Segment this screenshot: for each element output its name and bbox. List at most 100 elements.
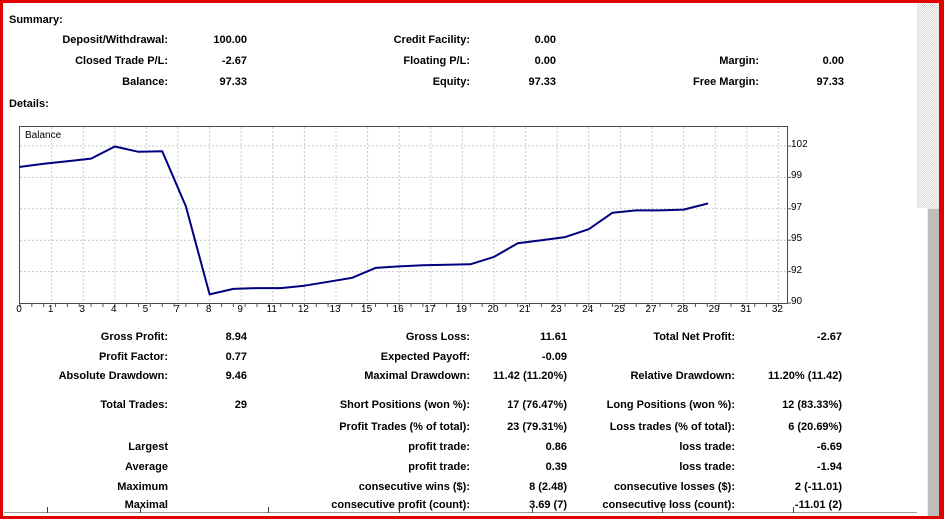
stat-row: Total Trades: 29 Short Positions (won %): 1… xyxy=(0,399,944,413)
y-axis-tick-label: 99 xyxy=(791,170,803,182)
highlight-border-top xyxy=(0,0,944,3)
x-axis-tick-label: 15 xyxy=(361,304,373,315)
details-section-title: Details: xyxy=(9,98,49,110)
x-axis-tick-label: 16 xyxy=(392,304,404,315)
highlight-border-right xyxy=(939,0,944,519)
stat-label: Loss trades (% of total): xyxy=(609,421,735,433)
stat-value: 23 (79.31%) xyxy=(507,421,567,433)
stat-label: Long Positions (won %): xyxy=(606,399,735,411)
balance-chart: Balance xyxy=(19,126,791,307)
stat-label: Margin: xyxy=(719,55,759,67)
stat-label: Profit Trades (% of total): xyxy=(339,421,470,433)
stat-value: 11.61 xyxy=(540,331,567,343)
stat-row: Maximal consecutive profit (count): 3.69 (… xyxy=(0,499,944,513)
y-axis-tick-label: 102 xyxy=(791,139,808,150)
stat-label: consecutive profit (count): xyxy=(331,499,470,511)
stat-value: 0.86 xyxy=(545,441,567,453)
stat-label: Absolute Drawdown: xyxy=(58,370,168,382)
stat-label: Balance: xyxy=(122,76,168,88)
stat-value: 8.94 xyxy=(225,331,247,343)
stat-label: Gross Loss: xyxy=(405,331,470,343)
x-axis-tick-label: 25 xyxy=(613,304,625,315)
x-axis-tick-label: 7 xyxy=(174,304,180,315)
balance-chart-plot xyxy=(19,127,791,307)
stat-label: Profit Factor: xyxy=(98,351,168,363)
stat-label: consecutive loss (count): xyxy=(602,499,735,511)
x-axis-tick-label: 29 xyxy=(708,304,720,315)
stat-value: 11.42 (11.20%) xyxy=(492,370,567,382)
stat-value: 97.33 xyxy=(528,76,556,88)
stat-value: 0.00 xyxy=(534,55,556,67)
x-axis-tick-label: 27 xyxy=(645,304,657,315)
stat-row: Balance: 97.33 Equity: 97.33 Free Margin: 97.… xyxy=(0,76,944,90)
stat-row: Average profit trade: 0.39 loss trade: -1.94 xyxy=(0,461,944,475)
stat-value: -2.67 xyxy=(816,331,842,343)
next-table-column-divider xyxy=(662,507,663,513)
stat-label: Total Trades: xyxy=(100,399,168,411)
x-axis-tick-label: 21 xyxy=(519,304,531,315)
x-axis-tick-label: 32 xyxy=(771,304,783,315)
x-axis-tick-label: 3 xyxy=(79,304,85,315)
y-axis-tick-label: 90 xyxy=(791,296,803,307)
x-axis-tick-label: 11 xyxy=(266,304,277,315)
stat-label: loss trade: xyxy=(679,461,735,473)
stat-label: Deposit/Withdrawal: xyxy=(62,34,168,46)
stat-value: 17 (76.47%) xyxy=(507,399,567,411)
x-axis-tick-label: 13 xyxy=(329,304,341,315)
highlight-border-left xyxy=(0,0,3,519)
stat-label: Maximal xyxy=(124,499,168,511)
stat-value: 0.39 xyxy=(545,461,567,473)
stat-value: 0.00 xyxy=(822,55,844,67)
x-axis-tick-label: 0 xyxy=(16,304,22,315)
x-axis-tick-label: 5 xyxy=(142,304,149,315)
stat-label: Largest xyxy=(128,441,168,453)
stat-value: 6 (20.69%) xyxy=(788,421,842,433)
stat-row: Closed Trade P/L: -2.67 Floating P/L: 0.00 M… xyxy=(0,55,944,69)
x-axis-tick-label: 9 xyxy=(237,304,243,315)
stat-value: 11.20% (11.42) xyxy=(767,370,842,382)
stat-label: Maximal Drawdown: xyxy=(364,370,470,382)
stat-label: Relative Drawdown: xyxy=(630,370,735,382)
stat-value: 97.33 xyxy=(219,76,247,88)
stat-row: Profit Factor: 0.77 Expected Payoff: -0.09 xyxy=(0,351,944,365)
next-table-column-divider xyxy=(399,507,400,513)
stat-label: consecutive wins ($): xyxy=(358,481,470,493)
x-axis-tick-label: 31 xyxy=(740,304,752,315)
vertical-scrollbar-track[interactable] xyxy=(917,3,940,208)
stat-row: Profit Trades (% of total): 23 (79.31%) Lo… xyxy=(0,421,944,435)
stat-label: Credit Facility: xyxy=(393,34,470,46)
stat-value: 12 (83.33%) xyxy=(782,399,842,411)
stat-row: Largest profit trade: 0.86 loss trade: -6.69 xyxy=(0,441,944,455)
next-table-column-divider xyxy=(532,507,533,513)
next-table-column-divider xyxy=(793,507,794,513)
stat-value: 9.46 xyxy=(225,370,247,382)
stat-value: 0.00 xyxy=(534,34,556,46)
x-axis-tick-label: 1 xyxy=(47,304,54,315)
stat-label: Free Margin: xyxy=(692,76,759,88)
stat-label: consecutive losses ($): xyxy=(613,481,735,493)
stat-row: Absolute Drawdown: 9.46 Maximal Drawdown: 1… xyxy=(0,370,944,384)
stat-label: Total Net Profit: xyxy=(653,331,735,343)
x-axis-tick-label: 17 xyxy=(424,304,436,315)
x-axis-tick-label: 20 xyxy=(487,304,499,315)
stat-value: 8 (2.48) xyxy=(529,481,567,493)
x-axis-tick-label: 24 xyxy=(582,304,594,315)
stat-label: loss trade: xyxy=(679,441,735,453)
stat-label: profit trade: xyxy=(408,461,470,473)
stat-value: -0.09 xyxy=(541,351,567,363)
stat-value: -2.67 xyxy=(221,55,247,67)
x-axis-tick-label: 19 xyxy=(455,304,467,315)
x-axis-tick-label: 4 xyxy=(111,304,117,315)
y-axis-tick-label: 92 xyxy=(791,264,803,276)
stat-label: Maximum xyxy=(117,481,168,493)
stat-label: Equity: xyxy=(432,76,470,88)
y-axis-tick-label: 97 xyxy=(791,201,803,213)
stat-row: Maximum consecutive wins ($): 8 (2.48) cons… xyxy=(0,481,944,495)
y-axis-tick-label: 95 xyxy=(791,233,803,245)
next-table-column-divider xyxy=(140,507,141,513)
stat-label: Expected Payoff: xyxy=(380,351,470,363)
chart-legend-balance: Balance xyxy=(25,130,62,141)
stat-label: Average xyxy=(124,461,168,473)
stat-value: 97.33 xyxy=(816,76,844,88)
next-table-column-divider xyxy=(268,507,269,513)
